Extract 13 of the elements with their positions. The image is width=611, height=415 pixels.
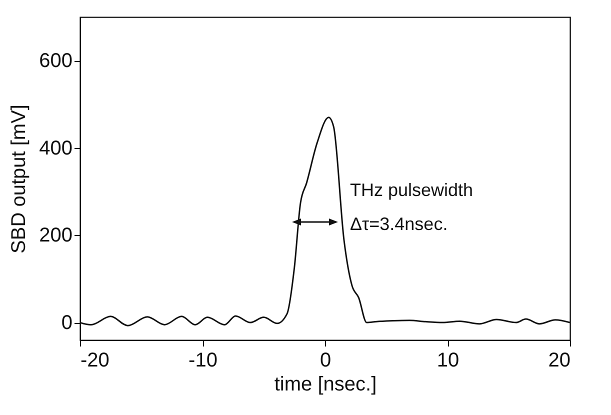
x-tick-label: 20 [548, 350, 570, 372]
x-axis-title: time [nsec.] [274, 374, 377, 396]
x-tick-label: -20 [80, 350, 110, 372]
y-tick-label: 400 [39, 137, 72, 160]
y-tick-label: 200 [39, 224, 72, 247]
y-axis-title: SBD output [mV] [8, 104, 30, 254]
x-tick-label: -10 [188, 350, 218, 372]
x-tick-label: 0 [320, 350, 332, 372]
y-tick-label: 0 [61, 312, 72, 334]
y-tick-label: 600 [39, 50, 72, 72]
annotation: THz pulsewidth [350, 180, 474, 200]
annotation: Δτ=3.4nsec. [350, 214, 448, 234]
x-tick-label: 10 [436, 350, 460, 372]
